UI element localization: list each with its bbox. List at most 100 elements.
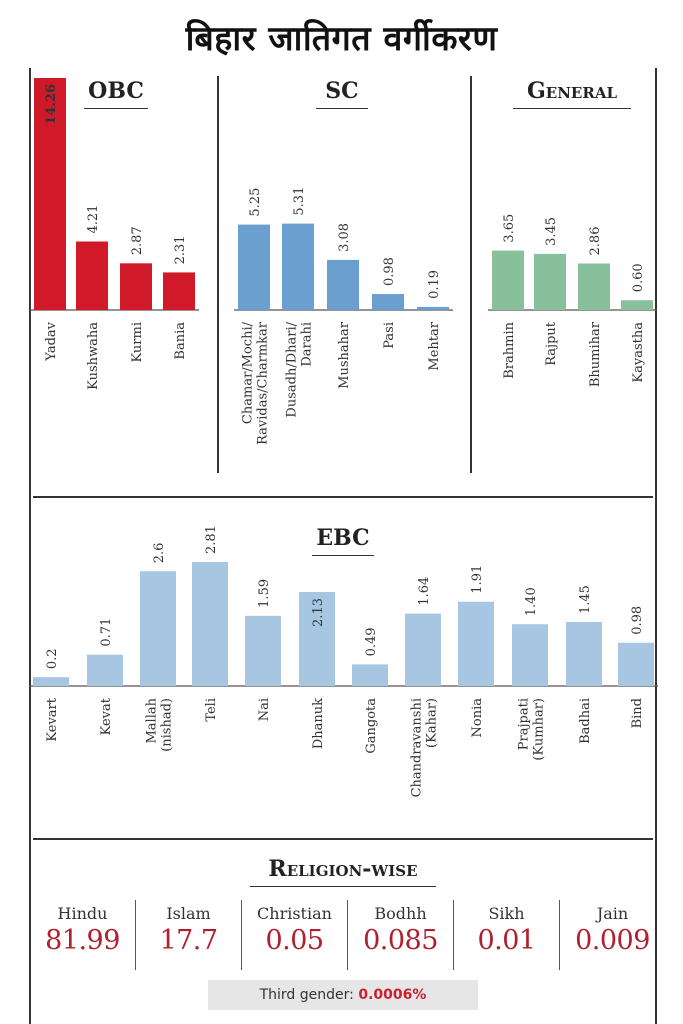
obc-bar-bania — [163, 272, 195, 310]
general-category-label-kayastha: Kayastha — [631, 322, 646, 383]
general-bar-rajput — [534, 253, 566, 310]
religion-item-hindu: Hindu 81.99 — [30, 900, 135, 970]
third-gender-box: Third gender: 0.0006% — [208, 980, 478, 1010]
divider-obc-sc — [217, 76, 219, 473]
ebc-category-label-mallah-nishad: Mallah(nishad) — [145, 697, 175, 751]
ebc-bar-mallah-nishad — [140, 571, 176, 686]
sc-value-label-pasi: 0.98 — [382, 257, 397, 286]
ebc-category-label-gangota: Gangota — [364, 698, 379, 754]
ebc-bar-badhai — [566, 622, 602, 686]
religion-name: Jain — [596, 904, 629, 923]
ebc-category-label-bind: Bind — [630, 698, 645, 728]
ebc-value-label-dhanuk: 2.13 — [311, 598, 326, 627]
general-value-label-rajput: 3.45 — [544, 217, 559, 246]
obc-title: OBC — [84, 80, 148, 109]
religion-name: Islam — [166, 904, 211, 923]
obc-value-label-kurmi: 2.87 — [130, 226, 145, 255]
ebc-category-label-prajpati-kumhar: Prajpati(Kumhar) — [517, 698, 547, 761]
religion-value: 0.009 — [575, 925, 650, 956]
religion-title: Religion-wise — [250, 858, 436, 887]
sc-value-label-mushahar: 3.08 — [337, 223, 352, 252]
religion-item-sikh: Sikh 0.01 — [453, 900, 559, 970]
general-title: General — [513, 80, 631, 109]
ebc-category-label-kevat: Kevat — [99, 697, 114, 735]
ebc-bar-chandravanshi-kahar — [405, 613, 441, 686]
ebc-category-label-kevart: Kevart — [45, 697, 60, 741]
third-gender-label: Third gender: — [259, 987, 354, 1003]
ebc-category-label-badhai: Badhai — [578, 698, 593, 744]
religion-name: Christian — [257, 904, 332, 923]
general-category-label-bhumihar: Bhumihar — [588, 321, 603, 387]
obc-bar-kurmi — [120, 263, 152, 310]
sc-category-label-mehtar: Mehtar — [427, 321, 442, 370]
general-bar-kayastha — [621, 300, 653, 310]
obc-value-label-yadav: 14.26 — [44, 84, 59, 125]
obc-category-label-kushwaha: Kushwaha — [86, 322, 101, 390]
divider-ebc-religion — [33, 838, 653, 840]
general-bar-bhumihar — [578, 263, 610, 310]
obc-category-label-yadav: Yadav — [44, 321, 59, 361]
ebc-value-label-mallah-nishad: 2.6 — [152, 543, 167, 564]
sc-title: SC — [316, 80, 368, 109]
sc-category-label-dusadh-dhari-darahi: Dusadh/Dhari/Darahi — [285, 321, 315, 417]
ebc-category-label-teli: Teli — [204, 698, 219, 722]
ebc-value-label-chandravanshi-kahar: 1.64 — [417, 577, 432, 606]
religion-value: 0.01 — [477, 925, 536, 956]
sc-value-label-chamar-mochi-ravidas-charmkar: 5.25 — [248, 188, 263, 217]
ebc-bar-nonia — [458, 601, 494, 686]
ebc-value-label-nonia: 1.91 — [470, 565, 485, 594]
sc-value-label-dusadh-dhari-darahi: 5.31 — [292, 187, 307, 216]
sc-category-label-chamar-mochi-ravidas-charmkar: Chamar/Mochi/Ravidas/Charmkar — [241, 321, 271, 445]
sc-bar-mushahar — [327, 259, 359, 310]
religion-item-jain: Jain 0.009 — [559, 900, 665, 970]
sc-category-label-pasi: Pasi — [382, 322, 397, 349]
ebc-bar-nai — [245, 615, 281, 686]
general-value-label-bhumihar: 2.86 — [588, 227, 603, 256]
sc-value-label-mehtar: 0.19 — [427, 270, 442, 299]
ebc-bar-prajpati-kumhar — [512, 624, 548, 686]
left-frame-line — [29, 68, 31, 1024]
sc-bar-mehtar — [417, 306, 449, 310]
ebc-category-label-chandravanshi-kahar: Chandravanshi(Kahar) — [410, 698, 440, 797]
divider-top-ebc — [33, 496, 653, 498]
ebc-value-label-gangota: 0.49 — [364, 627, 379, 656]
sc-category-label-mushahar: Mushahar — [337, 321, 352, 389]
ebc-category-label-nonia: Nonia — [470, 698, 485, 738]
page-title: बिहार जातिगत वर्गीकरण — [185, 19, 498, 59]
religion-name: Bodhh — [374, 904, 427, 923]
obc-value-label-bania: 2.31 — [173, 235, 188, 264]
right-frame-line — [655, 68, 657, 1024]
ebc-value-label-kevart: 0.2 — [45, 648, 60, 669]
ebc-title: EBC — [312, 527, 374, 556]
ebc-bar-teli — [192, 562, 228, 686]
religion-value: 81.99 — [45, 925, 120, 956]
general-category-label-rajput: Rajput — [544, 321, 559, 366]
sc-bar-dusadh-dhari-darahi — [282, 223, 314, 310]
obc-category-label-bania: Bania — [173, 322, 188, 360]
religion-item-christian: Christian 0.05 — [241, 900, 347, 970]
ebc-bar-kevat — [87, 654, 123, 686]
sc-bar-chamar-mochi-ravidas-charmkar — [238, 224, 270, 310]
religion-value: 17.7 — [159, 925, 218, 956]
ebc-category-label-nai: Nai — [257, 698, 272, 721]
religion-name: Hindu — [57, 904, 108, 923]
ebc-value-label-bind: 0.98 — [630, 606, 645, 635]
religion-value: 0.085 — [363, 925, 438, 956]
general-category-label-brahmin: Brahmin — [502, 321, 517, 378]
ebc-value-label-teli: 2.81 — [204, 525, 219, 554]
obc-category-label-kurmi: Kurmi — [130, 322, 145, 363]
general-bar-brahmin — [492, 250, 524, 310]
ebc-bar-kevart — [33, 677, 69, 686]
religion-item-bodhh: Bodhh 0.085 — [347, 900, 453, 970]
religion-value: 0.05 — [265, 925, 324, 956]
ebc-value-label-nai: 1.59 — [257, 579, 272, 608]
obc-bar-yadav — [34, 78, 66, 310]
sc-bar-pasi — [372, 294, 404, 310]
general-value-label-kayastha: 0.60 — [631, 263, 646, 292]
ebc-category-label-dhanuk: Dhanuk — [311, 698, 326, 749]
ebc-bar-dhanuk — [299, 592, 335, 686]
general-value-label-brahmin: 3.65 — [502, 214, 517, 243]
ebc-bar-bind — [618, 642, 654, 686]
ebc-bar-gangota — [352, 664, 388, 686]
